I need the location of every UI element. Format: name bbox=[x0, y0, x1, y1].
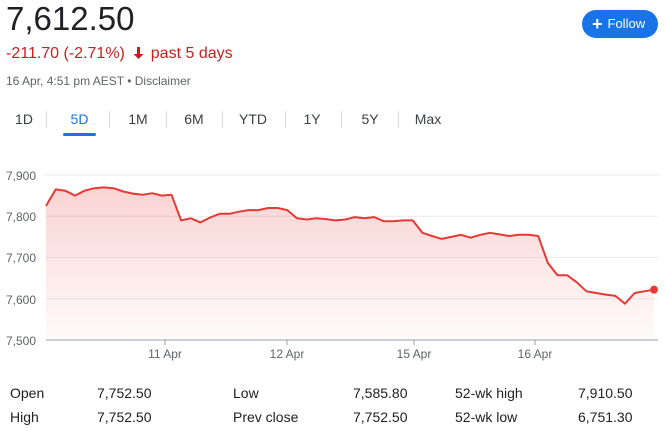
tab-divider bbox=[46, 111, 47, 128]
timestamp: 16 Apr, 4:51 pm AEST bbox=[6, 74, 124, 88]
tab-divider bbox=[109, 111, 110, 128]
price-area bbox=[46, 187, 654, 340]
stat-value-high: 7,752.50 bbox=[97, 409, 152, 425]
stat-value-52wk-low: 6,751.30 bbox=[578, 409, 633, 425]
tab-1d[interactable]: 1D bbox=[15, 111, 33, 127]
tab-divider bbox=[398, 111, 399, 128]
y-tick-label: 7,600 bbox=[6, 293, 36, 307]
tab-1y[interactable]: 1Y bbox=[303, 111, 321, 127]
stat-label-open: Open bbox=[10, 385, 45, 401]
x-tick-label: 11 Apr bbox=[148, 347, 182, 361]
stat-label-high: High bbox=[10, 409, 39, 425]
tab-6m[interactable]: 6M bbox=[184, 111, 204, 127]
change-period: past 5 days bbox=[150, 45, 233, 62]
stat-label-52wk-high: 52-wk high bbox=[455, 385, 523, 401]
x-tick-label: 15 Apr bbox=[397, 347, 432, 361]
x-tick-label: 16 Apr bbox=[518, 347, 553, 361]
last-price-dot bbox=[650, 285, 658, 294]
meta-separator: • bbox=[127, 74, 132, 88]
stat-value-52wk-high: 7,910.50 bbox=[578, 385, 633, 401]
price-change: -211.70 (-2.71%) past 5 days bbox=[6, 44, 233, 64]
stat-value-prev-close: 7,752.50 bbox=[353, 409, 408, 425]
tab-divider bbox=[222, 111, 223, 128]
y-tick-label: 7,500 bbox=[6, 334, 36, 348]
stat-label-low: Low bbox=[233, 385, 259, 401]
y-tick-label: 7,900 bbox=[6, 169, 36, 183]
tab-5d[interactable]: 5D bbox=[63, 106, 96, 136]
y-tick-label: 7,700 bbox=[6, 251, 36, 265]
tab-divider bbox=[166, 111, 167, 128]
follow-button[interactable]: + Follow bbox=[582, 10, 658, 38]
arrow-down-icon bbox=[133, 44, 144, 64]
x-tick-label: 12 Apr bbox=[270, 347, 305, 361]
stat-value-open: 7,752.50 bbox=[97, 385, 152, 401]
plus-icon: + bbox=[592, 14, 603, 34]
stat-label-52wk-low: 52-wk low bbox=[455, 409, 518, 425]
price-chart[interactable]: 7,900 7,800 7,700 7,600 7,500 11 Apr 12 … bbox=[0, 150, 665, 370]
tab-divider bbox=[285, 111, 286, 128]
price-meta: 16 Apr, 4:51 pm AEST • Disclaimer bbox=[6, 73, 191, 89]
tab-5y[interactable]: 5Y bbox=[361, 111, 379, 127]
tab-divider bbox=[341, 111, 342, 128]
disclaimer-link[interactable]: Disclaimer bbox=[134, 74, 191, 88]
tab-max[interactable]: Max bbox=[414, 111, 442, 127]
index-price: 7,612.50 bbox=[6, 0, 135, 37]
tab-1m[interactable]: 1M bbox=[128, 111, 148, 127]
tab-ytd[interactable]: YTD bbox=[239, 111, 267, 127]
price-line bbox=[45, 186, 655, 305]
stat-label-prev-close: Prev close bbox=[233, 409, 299, 425]
stat-value-low: 7,585.80 bbox=[353, 385, 408, 401]
y-tick-label: 7,800 bbox=[6, 210, 36, 224]
follow-label: Follow bbox=[607, 16, 646, 31]
change-value: -211.70 (-2.71%) bbox=[6, 45, 125, 62]
